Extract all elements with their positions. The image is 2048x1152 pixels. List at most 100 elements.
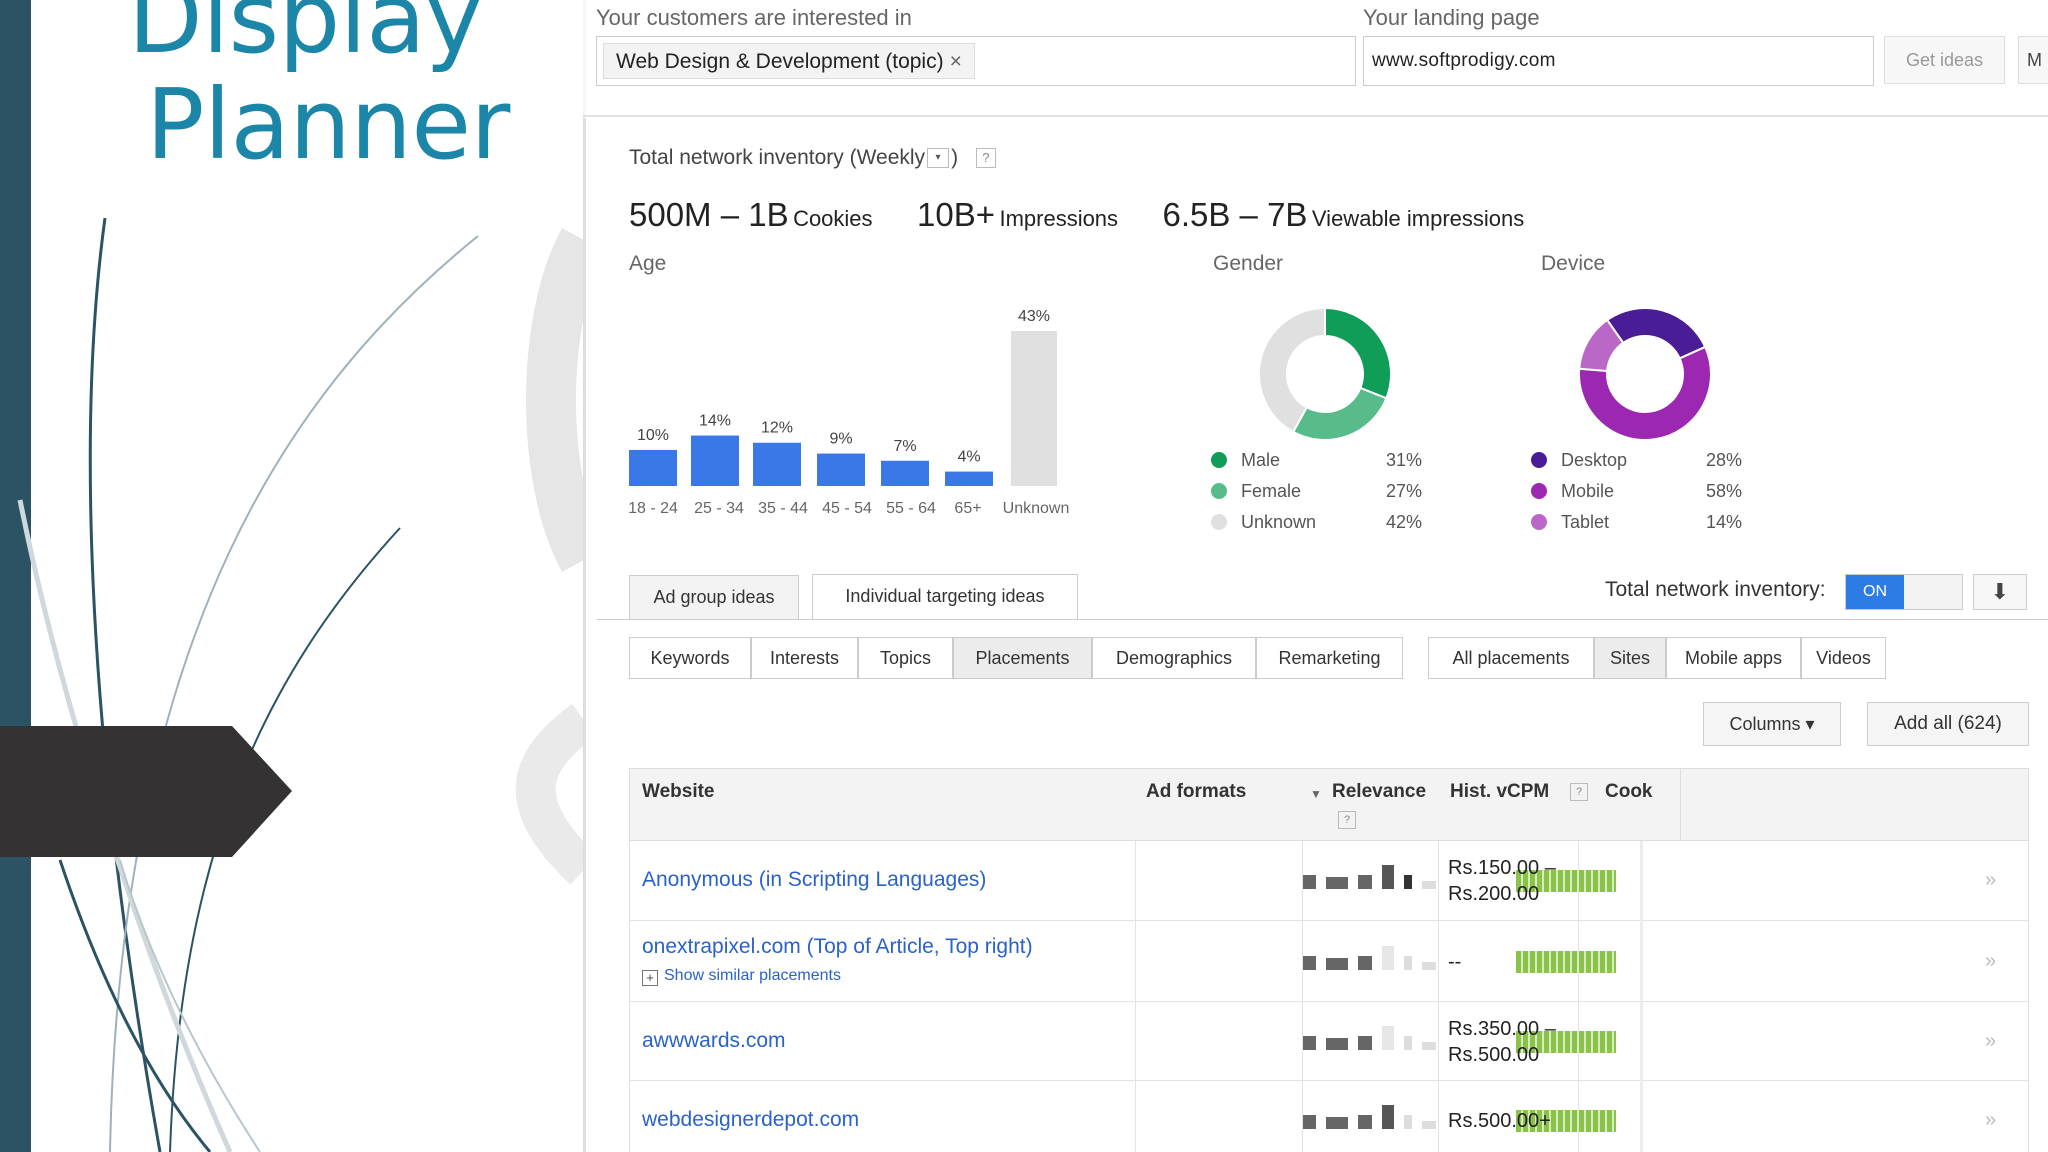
expand-plus-icon[interactable]: +: [642, 970, 658, 986]
hist-help-icon[interactable]: ?: [1570, 783, 1588, 801]
col-hist-vcpm[interactable]: Hist. vCPM: [1450, 781, 1550, 802]
arrow-ribbon-icon: [0, 726, 292, 857]
device-title: Device: [1541, 252, 1606, 275]
mobile-ad-icon: [1382, 1025, 1394, 1050]
cookies-value: 500M – 1B: [629, 196, 789, 233]
table-row[interactable]: awwwards.com Rs.350.00 – Rs.500.00 »: [630, 1002, 2028, 1081]
segment-keywords[interactable]: Keywords: [629, 637, 751, 679]
interest-input[interactable]: Web Design & Development (topic) ×: [596, 36, 1356, 86]
mobile-ad-icon: [1382, 1105, 1394, 1129]
row-chevron-icon[interactable]: »: [1985, 1109, 1997, 1131]
col-cookies[interactable]: Cook: [1605, 781, 1653, 802]
get-ideas-button[interactable]: Get ideas: [1884, 36, 2005, 84]
hist-vcpm-line2: Rs.200.00: [1448, 883, 1540, 905]
tab-individual-targeting-ideas[interactable]: Individual targeting ideas: [812, 574, 1078, 620]
text-ad-icon: [1302, 1035, 1316, 1050]
age-bar-chart: 10% 14% 12% 9% 7% 4% 43% 18 - 24 25 - 34 35 - 44 4…: [628, 308, 1070, 517]
table-row[interactable]: onextrapixel.com (Top of Article, Top ri…: [630, 921, 2028, 1002]
filter-videos[interactable]: Videos: [1801, 637, 1886, 679]
filter-mobile-apps[interactable]: Mobile apps: [1666, 637, 1801, 679]
hist-vcpm-value: --: [1448, 949, 1461, 975]
banner-icon: [1326, 877, 1348, 889]
relevance-help-icon[interactable]: ?: [1338, 811, 1356, 829]
sort-desc-icon[interactable]: ▼: [1310, 787, 1322, 801]
gender-donut-chart: [1258, 306, 1392, 441]
site-link[interactable]: awwwards.com: [642, 1029, 786, 1052]
show-similar-link[interactable]: + Show similar placements: [642, 967, 841, 986]
next-button[interactable]: M: [2018, 36, 2048, 84]
hist-vcpm-value: Rs.500.00+: [1448, 1108, 1551, 1134]
age-bar-6: [1011, 331, 1057, 486]
cookies-label: Cookies: [793, 206, 873, 231]
segment-interests[interactable]: Interests: [751, 637, 858, 679]
segment-demographics[interactable]: Demographics: [1092, 637, 1256, 679]
phone-icon: [1404, 1115, 1412, 1129]
col-website[interactable]: Website: [642, 781, 715, 802]
hist-vcpm-line1: Rs.150.00 –: [1448, 857, 1556, 879]
device-legend-label: Mobile: [1561, 481, 1615, 501]
device-slice-0: [1605, 307, 1707, 360]
site-link[interactable]: onextrapixel.com (Top of Article, Top ri…: [642, 935, 1033, 958]
row-chevron-icon[interactable]: »: [1985, 949, 1997, 972]
segment-placements[interactable]: Placements: [953, 637, 1092, 679]
device-legend-dot: [1531, 514, 1547, 530]
device-slice-1: [1578, 345, 1712, 441]
impressions-value: 10B+: [917, 196, 995, 233]
add-all-button[interactable]: Add all (624): [1867, 702, 2029, 746]
device-legend-label: Tablet: [1561, 512, 1610, 532]
device-legend-pct: 28%: [1706, 450, 1743, 470]
table-row[interactable]: webdesignerdepot.com Rs.500.00+ »: [630, 1081, 2028, 1152]
age-tick-label-6: Unknown: [1003, 500, 1070, 517]
site-link[interactable]: webdesignerdepot.com: [642, 1108, 860, 1131]
device-donut-chart: [1578, 307, 1712, 441]
filter-all-placements[interactable]: All placements: [1428, 637, 1594, 679]
download-icon[interactable]: ⬇: [1973, 574, 2027, 610]
age-bar-5: [945, 471, 993, 486]
device-legend-item: Desktop 28%: [1531, 450, 1742, 471]
age-bar-label-3: 9%: [829, 431, 852, 448]
age-bar-2: [753, 442, 801, 486]
gender-legend-label: Female: [1241, 481, 1302, 501]
topic-chip[interactable]: Web Design & Development (topic) ×: [603, 43, 975, 79]
site-link[interactable]: Anonymous (in Scripting Languages): [642, 868, 987, 891]
tab-ad-group-ideas[interactable]: Ad group ideas: [629, 575, 799, 619]
device-legend-pct: 58%: [1706, 481, 1743, 501]
gender-title: Gender: [1213, 252, 1284, 275]
gender-legend-item: Female 27%: [1211, 481, 1422, 502]
interest-label: Your customers are interested in: [596, 5, 912, 30]
hist-vcpm-value: Rs.150.00 – Rs.200.00: [1448, 855, 1556, 907]
phone-icon: [1404, 1035, 1412, 1050]
device-slice-2: [1578, 318, 1625, 373]
filter-sites[interactable]: Sites: [1594, 637, 1666, 679]
gender-legend-pct: 31%: [1386, 450, 1423, 470]
age-bar-label-2: 12%: [761, 420, 793, 437]
table-row[interactable]: Anonymous (in Scripting Languages) Rs.15…: [630, 841, 2028, 921]
segment-remarketing[interactable]: Remarketing: [1256, 637, 1403, 679]
row-chevron-icon[interactable]: »: [1985, 869, 1997, 891]
row-chevron-icon[interactable]: »: [1985, 1029, 1997, 1052]
col-ad-formats[interactable]: Ad formats: [1146, 781, 1247, 802]
gender-legend: Male 31% Female 27% Unknown 42%: [1211, 448, 1471, 538]
gender-legend-item: Unknown 42%: [1211, 512, 1422, 533]
columns-button[interactable]: Columns ▾: [1703, 702, 1841, 746]
remove-topic-icon[interactable]: ×: [949, 50, 962, 73]
banner-icon: [1326, 1037, 1348, 1050]
segment-topics[interactable]: Topics: [858, 637, 953, 679]
video-icon: [1422, 1121, 1436, 1129]
gender-legend-label: Male: [1241, 450, 1281, 470]
header-divider: [583, 115, 2048, 117]
col-relevance[interactable]: Relevance: [1332, 781, 1427, 802]
landing-page-input[interactable]: www.softprodigy.com: [1363, 36, 1874, 86]
device-legend-label: Desktop: [1561, 450, 1628, 470]
help-icon[interactable]: ?: [975, 148, 996, 169]
gender-legend-item: Male 31%: [1211, 450, 1422, 471]
viewable-value: 6.5B – 7B: [1162, 196, 1308, 233]
video-icon: [1422, 961, 1436, 970]
inventory-toggle[interactable]: ON: [1845, 574, 1963, 610]
period-dropdown-icon[interactable]: ▾: [927, 148, 950, 169]
age-bar-label-5: 4%: [957, 449, 980, 466]
gender-legend-dot: [1211, 483, 1227, 499]
age-tick-label-4: 55 - 64: [886, 500, 936, 517]
age-bar-label-6: 43%: [1018, 308, 1050, 325]
text-ad-icon: [1302, 875, 1316, 889]
